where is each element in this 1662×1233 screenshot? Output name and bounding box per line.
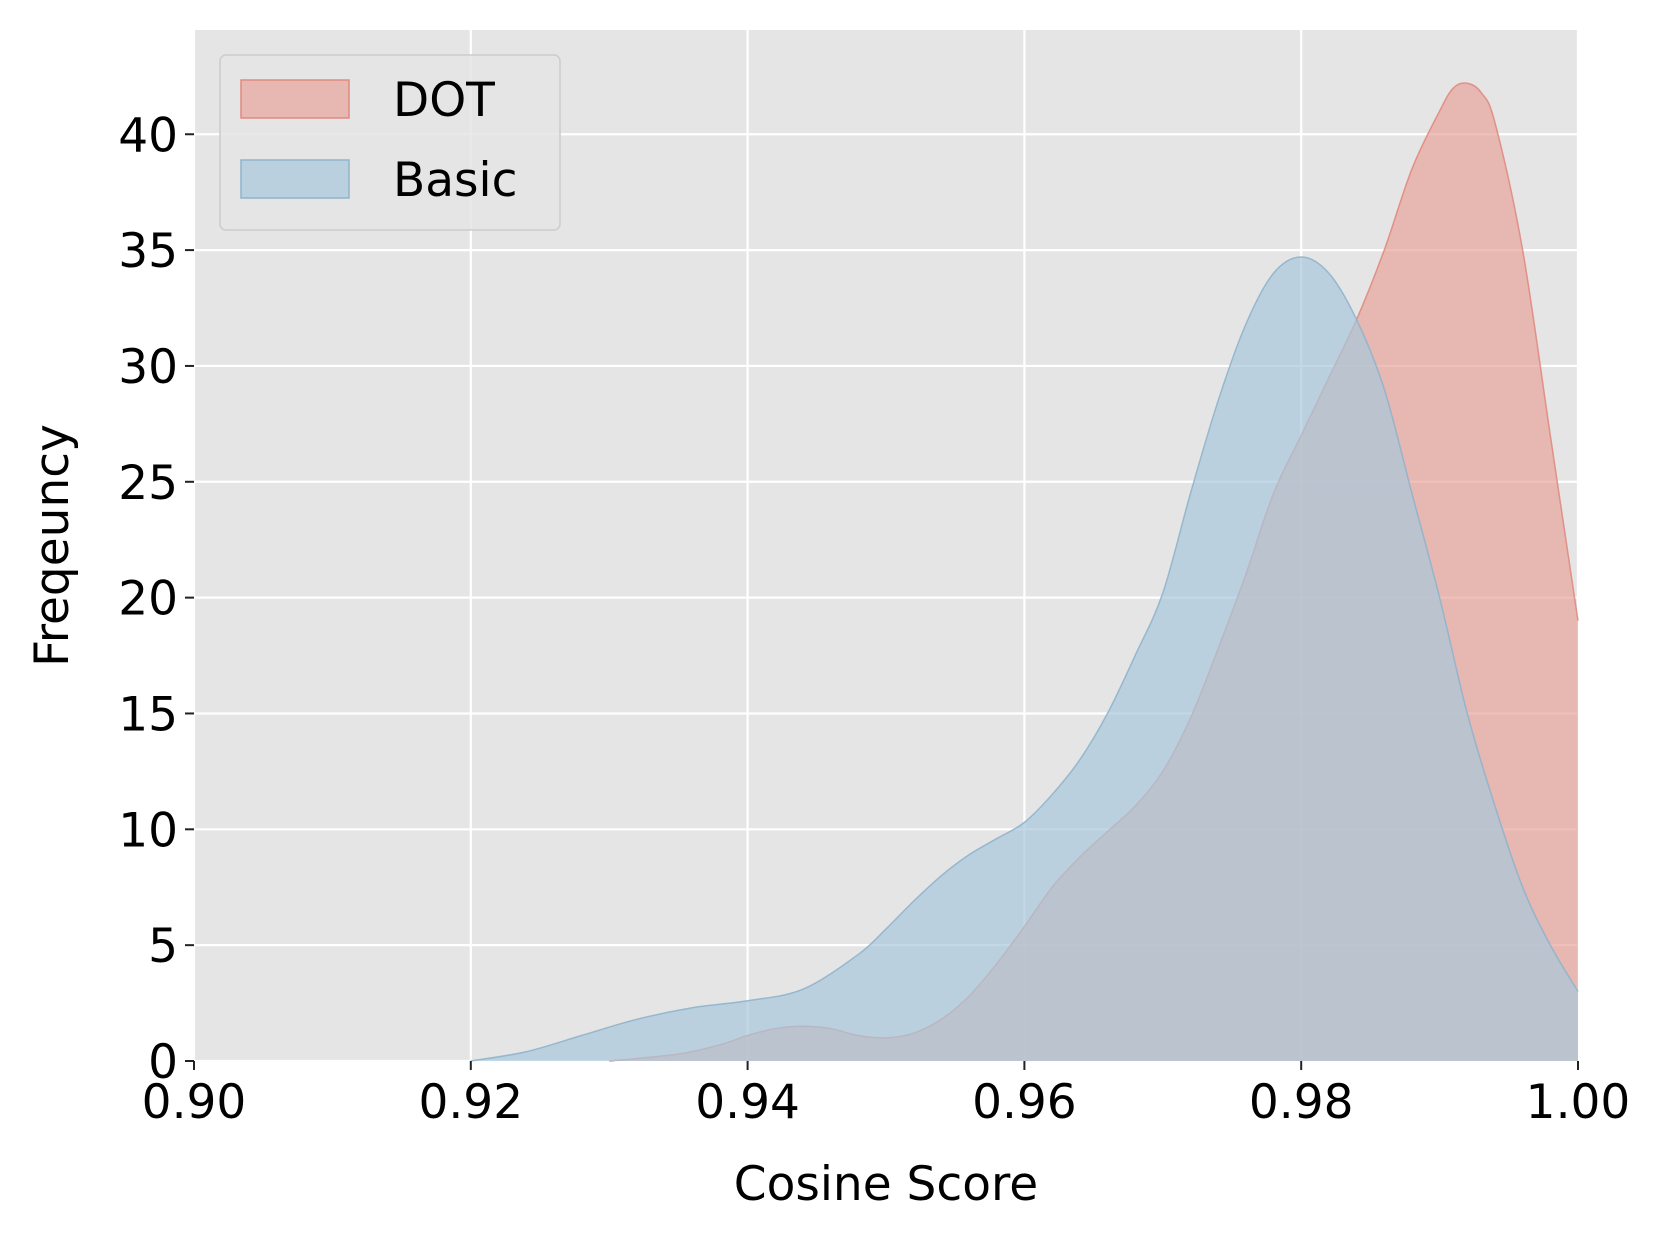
y-tick-label: 35 <box>118 224 178 279</box>
series-area-basic <box>470 257 1578 1061</box>
legend-swatch-basic <box>240 159 350 199</box>
legend-label-basic: Basic <box>393 153 517 208</box>
y-tick-label: 25 <box>118 456 178 511</box>
y-tick-label: 5 <box>148 919 178 974</box>
y-tick-label: 15 <box>118 687 178 742</box>
legend: DOT Basic <box>219 54 561 231</box>
x-tick-label: 1.00 <box>1526 1075 1631 1130</box>
y-tick-label: 20 <box>118 572 178 627</box>
x-axis-label: Cosine Score <box>734 1157 1038 1212</box>
axes: 0.90 0.92 0.94 0.96 0.98 1.00 0 5 10 15 20 25 30 35 40 <box>118 108 1630 1130</box>
y-axis-label: Freqeuncy <box>25 424 80 667</box>
x-tick-label: 0.98 <box>1249 1075 1354 1130</box>
x-tick-label: 0.90 <box>142 1075 247 1130</box>
x-tick-label: 0.94 <box>695 1075 800 1130</box>
y-tick-label: 40 <box>118 108 178 163</box>
series-layer <box>470 82 1579 1062</box>
y-tick-label: 0 <box>148 1035 178 1090</box>
legend-label-dot: DOT <box>393 73 495 128</box>
y-tick-label: 30 <box>118 340 178 395</box>
legend-swatch-dot <box>240 79 350 119</box>
x-tick-label: 0.92 <box>418 1075 523 1130</box>
y-tick-label: 10 <box>118 803 178 858</box>
x-tick-label: 0.96 <box>972 1075 1077 1130</box>
series-line-basic <box>470 256 1579 1062</box>
